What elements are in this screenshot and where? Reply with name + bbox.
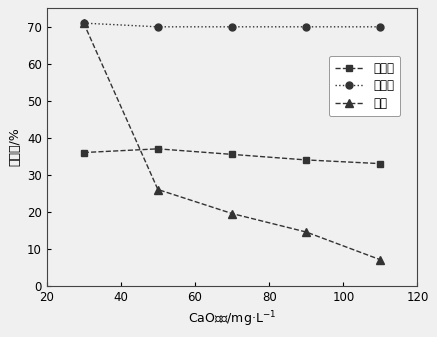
赤铁矿	[378, 25, 383, 29]
磁铁矿	[229, 152, 235, 156]
石英	[229, 212, 235, 216]
磁铁矿	[378, 162, 383, 166]
Legend: 磁铁矿, 赤铁矿, 石英: 磁铁矿, 赤铁矿, 石英	[329, 56, 400, 116]
Line: 石英: 石英	[80, 19, 384, 264]
石英	[378, 258, 383, 262]
赤铁矿	[81, 21, 87, 25]
赤铁矿	[155, 25, 160, 29]
石英	[81, 21, 87, 25]
磁铁矿	[81, 151, 87, 155]
X-axis label: CaO用量/mg·L$^{-1}$: CaO用量/mg·L$^{-1}$	[188, 309, 276, 329]
石英	[304, 230, 309, 234]
赤铁矿	[304, 25, 309, 29]
Line: 磁铁矿: 磁铁矿	[80, 146, 384, 167]
Y-axis label: 回收率/%: 回收率/%	[8, 128, 21, 166]
磁铁矿	[155, 147, 160, 151]
磁铁矿	[304, 158, 309, 162]
赤铁矿	[229, 25, 235, 29]
石英	[155, 187, 160, 191]
Line: 赤铁矿: 赤铁矿	[80, 20, 384, 30]
